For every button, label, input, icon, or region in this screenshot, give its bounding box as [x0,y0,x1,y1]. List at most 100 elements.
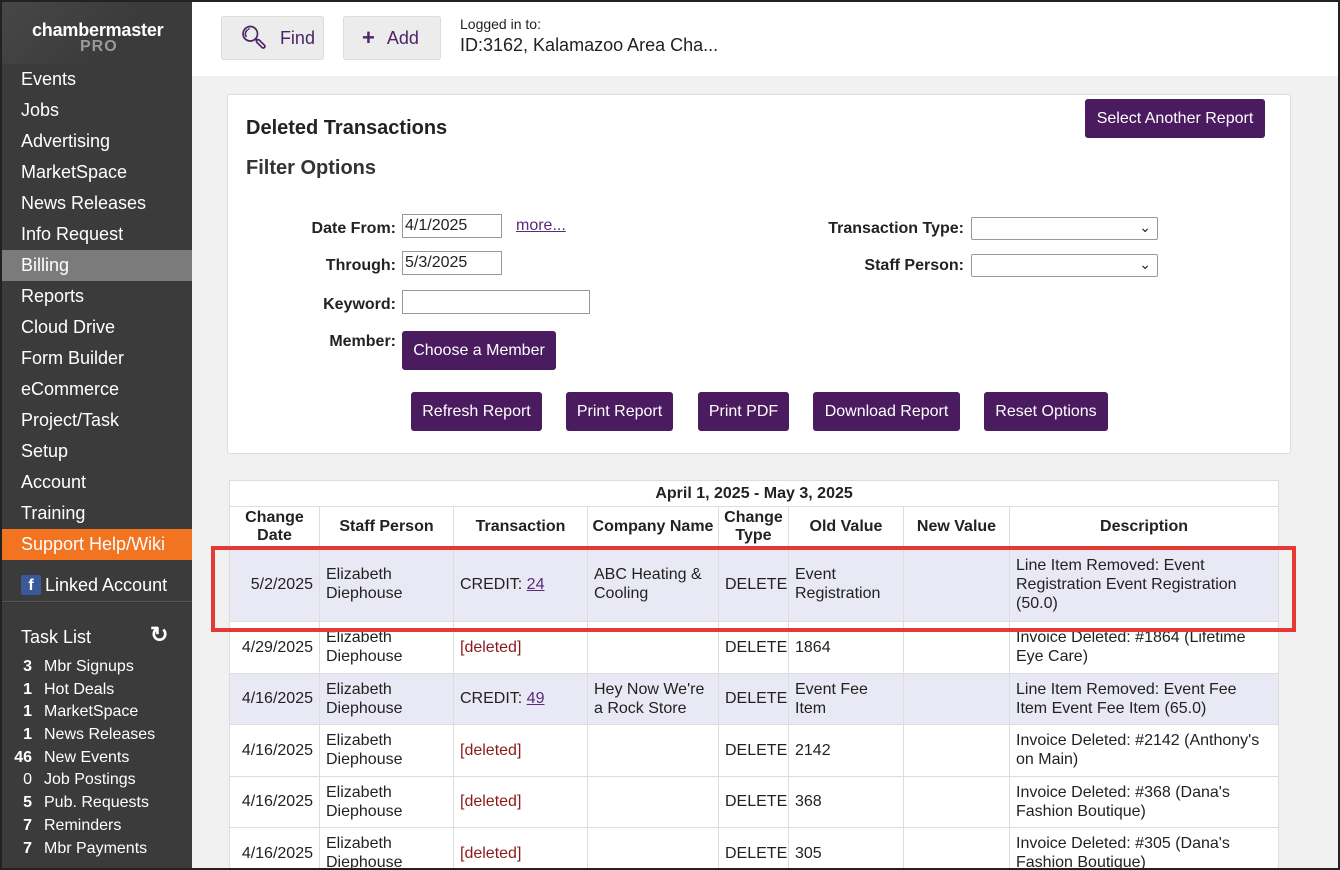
sidebar-item-news-releases[interactable]: News Releases [21,193,147,213]
cell-company [587,827,719,868]
more-link[interactable]: more... [516,217,566,234]
linked-account-link[interactable]: f Linked Account [2,568,192,602]
task-count: 7 [23,816,32,834]
cell-type: DELETE [718,546,789,622]
sidebar-item-marketspace[interactable]: MarketSpace [21,162,128,182]
logo-sub: PRO [80,38,118,55]
task-item[interactable]: 3 Mbr Signups [2,656,192,679]
task-label: New Events [44,748,130,766]
through-input[interactable] [402,251,502,275]
task-item[interactable]: 1 Hot Deals [2,679,192,702]
sidebar-item-support[interactable]: Support Help/Wiki [2,529,192,560]
sidebar-item-cloud-drive[interactable]: Cloud Drive [21,317,116,337]
task-list-header: Task List ↻ [2,602,192,656]
app-logo[interactable]: chambermaster PRO [2,2,192,64]
transaction-link[interactable]: 24 [526,575,545,593]
sidebar-nav: Events Jobs Advertising MarketSpace News… [2,64,192,560]
cell-type: DELETE [718,827,789,868]
cell-type: DELETE [718,672,789,725]
task-item[interactable]: 1 News Releases [2,724,192,747]
results-table: April 1, 2025 - May 3, 2025 Change Date … [228,480,1280,868]
col-company-name[interactable]: Company Name [587,506,719,547]
find-button[interactable]: 🔍︎ Find [221,16,324,60]
print-report-button[interactable]: Print Report [566,392,673,431]
cell-description: Invoice Deleted: #2142 (Anthony's on Mai… [1008,724,1280,777]
cell-type: DELETE [718,775,789,828]
col-description[interactable]: Description [1008,506,1280,547]
table-row: 4/16/2025 Elizabeth Diephouse [deleted] … [229,724,1280,777]
download-report-button[interactable]: Download Report [813,392,960,431]
sidebar-item-jobs[interactable]: Jobs [21,100,60,120]
cell-staff: Elizabeth Diephouse [319,672,454,725]
choose-member-button[interactable]: Choose a Member [402,331,556,370]
sidebar-item-form-builder[interactable]: Form Builder [21,348,125,368]
cell-staff: Elizabeth Diephouse [319,724,454,777]
sidebar-item-ecommerce[interactable]: eCommerce [21,379,120,399]
sidebar-item-project-task[interactable]: Project/Task [21,410,120,430]
through-label: Through: [325,257,396,274]
task-count: 1 [23,726,32,744]
cell-new-value [903,775,1010,828]
task-item[interactable]: 1 MarketSpace [2,701,192,724]
date-from-input[interactable] [402,214,502,238]
task-item[interactable]: 0 Job Postings [2,769,192,792]
filter-panel: Deleted Transactions Filter Options Sele… [227,94,1291,454]
sidebar-item-training[interactable]: Training [21,503,86,523]
task-label: Hot Deals [44,680,115,698]
transaction-link[interactable]: 49 [526,690,545,708]
col-change-type[interactable]: Change Type [718,506,789,547]
cell-type: DELETE [718,724,789,777]
task-item[interactable]: 5 Pub. Requests [2,792,192,815]
table-header-row: Change Date Staff Person Transaction Com… [229,506,1280,547]
cell-new-value [903,724,1010,777]
print-pdf-button[interactable]: Print PDF [698,392,789,431]
transaction-deleted: [deleted] [460,844,522,862]
cell-company [587,621,719,674]
sidebar-item-billing[interactable]: Billing [2,250,192,281]
task-count: 46 [14,748,32,766]
logged-in-info: Logged in to: ID:3162, Kalamazoo Area Ch… [460,16,718,56]
add-button[interactable]: + Add [343,16,441,60]
cell-date: 4/16/2025 [229,775,320,828]
sidebar-item-info-request[interactable]: Info Request [21,224,124,244]
transaction-type-label: Transaction Type: [828,220,964,237]
member-label: Member: [329,333,396,350]
find-label: Find [279,27,315,48]
logged-in-value: ID:3162, Kalamazoo Area Cha... [460,35,719,55]
staff-person-select[interactable]: ⌄ [971,254,1158,277]
cell-transaction: CREDIT: 49 [453,672,588,725]
transaction-prefix: CREDIT: [460,690,527,708]
col-change-date[interactable]: Change Date [229,506,320,547]
task-item[interactable]: 46 New Events [2,747,192,770]
col-new-value[interactable]: New Value [903,506,1010,547]
refresh-report-button[interactable]: Refresh Report [411,392,542,431]
sidebar-item-reports[interactable]: Reports [21,286,85,306]
transaction-type-select[interactable]: ⌄ [971,217,1158,240]
cell-new-value [903,621,1010,674]
task-list: 3 Mbr Signups 1 Hot Deals 1 MarketSpace 1 Ne… [2,656,192,860]
sidebar: chambermaster PRO Events Jobs Advertisin… [2,2,192,868]
keyword-input[interactable] [402,290,590,314]
sidebar-item-advertising[interactable]: Advertising [21,131,111,151]
sidebar-item-account[interactable]: Account [21,472,87,492]
refresh-icon[interactable]: ↻ [150,622,169,647]
logged-in-label: Logged in to: [460,16,541,32]
task-item[interactable]: 7 Mbr Payments [2,838,192,861]
cell-staff: Elizabeth Diephouse [319,775,454,828]
sidebar-item-setup[interactable]: Setup [21,441,69,461]
task-count: 1 [23,703,32,721]
select-another-report-button[interactable]: Select Another Report [1085,99,1265,138]
cell-description: Invoice Deleted: #305 (Dana's Fashion Bo… [1008,827,1280,868]
sidebar-item-events[interactable]: Events [21,69,77,89]
task-label: MarketSpace [44,703,139,721]
table-row: 4/16/2025 Elizabeth Diephouse CREDIT: 49… [229,672,1280,725]
col-staff-person[interactable]: Staff Person [319,506,454,547]
col-old-value[interactable]: Old Value [788,506,904,547]
table-row: 4/16/2025 Elizabeth Diephouse [deleted] … [229,827,1280,868]
task-item[interactable]: 7 Reminders [2,815,192,838]
transaction-deleted: [deleted] [460,793,522,811]
task-count: 7 [23,839,32,857]
cell-description: Invoice Deleted: #1864 (Lifetime Eye Car… [1008,621,1280,674]
col-transaction[interactable]: Transaction [453,506,588,547]
reset-options-button[interactable]: Reset Options [984,392,1108,431]
